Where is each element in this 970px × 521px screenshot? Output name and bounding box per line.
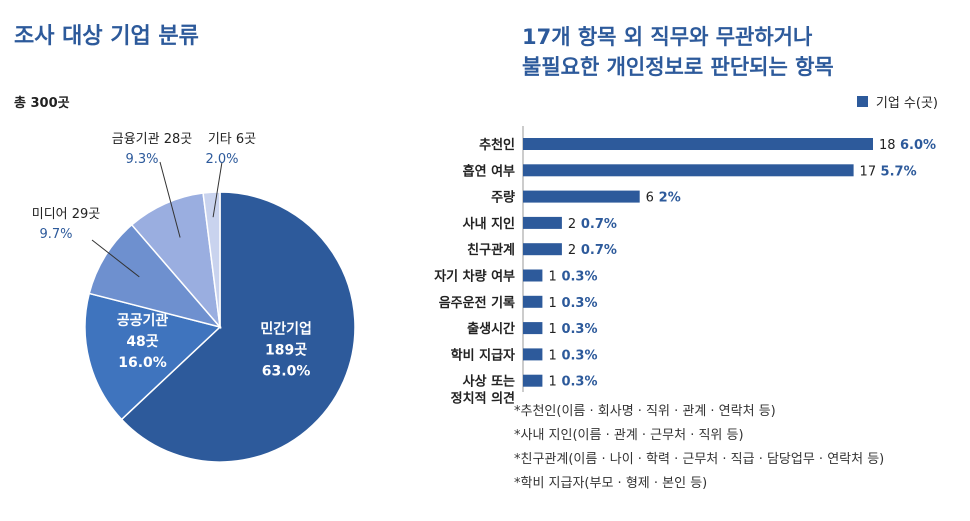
bar-percent-label: 0.7% bbox=[581, 243, 617, 258]
bar-percent-label: 6.0% bbox=[900, 138, 936, 153]
bar-percent-label: 0.3% bbox=[561, 270, 597, 285]
footnote: *친구관계(이름 · 나이 · 학력 · 근무처 · 직급 · 담당업무 · 연… bbox=[514, 452, 885, 467]
bar-percent-label: 0.3% bbox=[561, 296, 597, 311]
pie-outer-label-percent: 2.0% bbox=[205, 152, 238, 167]
bar-5 bbox=[523, 269, 543, 282]
bar-value-label: 18 bbox=[879, 138, 896, 153]
bar-percent-label: 5.7% bbox=[881, 164, 917, 179]
bar-percent-label: 0.3% bbox=[561, 322, 597, 337]
bar-category-label: 흡연 여부 bbox=[463, 163, 515, 179]
bar-value-label: 2 bbox=[568, 217, 576, 232]
bar-percent-label: 2% bbox=[659, 191, 681, 206]
pie-chart-title: 조사 대상 기업 분류 bbox=[14, 24, 199, 49]
pie-slice-1 bbox=[84, 292, 222, 421]
pie-label-count: 48곳 bbox=[126, 334, 158, 350]
pie-label-name: 공공기관 bbox=[117, 312, 169, 329]
pie-leader-line bbox=[212, 161, 223, 218]
bar-category-label: 사내 지인 bbox=[463, 216, 515, 232]
pie-slice-2 bbox=[88, 223, 223, 329]
bar-value-label: 2 bbox=[568, 243, 576, 258]
footnote: *사내 지인(이름 · 관계 · 근무처 · 직위 등) bbox=[514, 428, 744, 443]
pie-outer-label-name: 미디어 29곳 bbox=[32, 207, 101, 222]
pie-leader-line bbox=[91, 239, 140, 278]
bar-chart-title-line2: 불필요한 개인정보로 판단되는 항목 bbox=[522, 55, 834, 79]
footnote: *추천인(이름 · 회사명 · 직위 · 관계 · 연락처 등) bbox=[514, 404, 776, 419]
bar-value-label: 1 bbox=[548, 322, 556, 337]
pie-label-percent: 63.0% bbox=[262, 364, 311, 380]
bar-0 bbox=[523, 138, 873, 150]
pie-slice-0 bbox=[120, 191, 356, 463]
bar-chart-title-line1: 17개 항목 외 직무와 무관하거나 bbox=[522, 25, 813, 49]
bar-6 bbox=[523, 295, 543, 308]
pie-outer-label-name: 금융기관 28곳 bbox=[112, 132, 193, 147]
footnotes: *추천인(이름 · 회사명 · 직위 · 관계 · 연락처 등) *사내 지인(… bbox=[514, 400, 884, 496]
footnote: *학비 지급자(부모 · 형제 · 본인 등) bbox=[514, 476, 708, 491]
bar-category-label: 사상 또는 bbox=[463, 374, 515, 390]
total-count: 총 300곳 bbox=[14, 96, 70, 111]
bar-category-label: 출생시간 bbox=[467, 321, 515, 337]
pie-outer-label-percent: 9.3% bbox=[125, 152, 158, 167]
bar-value-label: 17 bbox=[860, 164, 877, 179]
bar-value-label: 1 bbox=[548, 375, 556, 390]
pie-slice-4 bbox=[202, 191, 221, 328]
bar-7 bbox=[523, 322, 543, 335]
pie-label-count: 189곳 bbox=[265, 343, 307, 359]
bar-category-label: 추천인 bbox=[479, 137, 515, 153]
pie-label-percent: 16.0% bbox=[118, 355, 167, 371]
bar-chart-title: 17개 항목 외 직무와 무관하거나 불필요한 개인정보로 판단되는 항목 bbox=[522, 22, 834, 82]
bar-percent-label: 0.3% bbox=[561, 375, 597, 390]
bar-2 bbox=[523, 190, 640, 203]
bar-category-label-line2: 정치적 의견 bbox=[451, 391, 515, 407]
pie-slice-3 bbox=[130, 192, 222, 330]
bar-percent-label: 0.3% bbox=[561, 348, 597, 363]
bar-8 bbox=[523, 348, 543, 361]
bar-value-label: 6 bbox=[646, 191, 654, 206]
bar-value-label: 1 bbox=[548, 296, 556, 311]
pie-outer-label-percent: 9.7% bbox=[39, 227, 72, 242]
bar-category-label: 자기 차량 여부 bbox=[434, 269, 515, 285]
bar-legend: 기업 수(곳) bbox=[856, 92, 938, 111]
bar-9 bbox=[523, 374, 543, 387]
bar-percent-label: 0.7% bbox=[581, 217, 617, 232]
bar-category-label: 음주운전 기록 bbox=[439, 295, 515, 311]
bar-category-label: 학비 지급자 bbox=[451, 347, 515, 363]
pie-leader-line bbox=[159, 161, 181, 238]
bar-3 bbox=[523, 216, 562, 229]
bar-category-label: 주량 bbox=[491, 191, 515, 206]
bar-category-label: 친구관계 bbox=[467, 242, 515, 258]
bar-1 bbox=[523, 164, 854, 177]
bar-value-label: 1 bbox=[548, 348, 556, 363]
bar-4 bbox=[523, 243, 562, 256]
legend-swatch bbox=[856, 96, 868, 107]
pie-outer-label-name: 기타 6곳 bbox=[208, 132, 256, 147]
legend-label: 기업 수(곳) bbox=[875, 96, 938, 111]
bar-value-label: 1 bbox=[548, 270, 556, 285]
pie-label-name: 민간기업 bbox=[260, 321, 312, 338]
